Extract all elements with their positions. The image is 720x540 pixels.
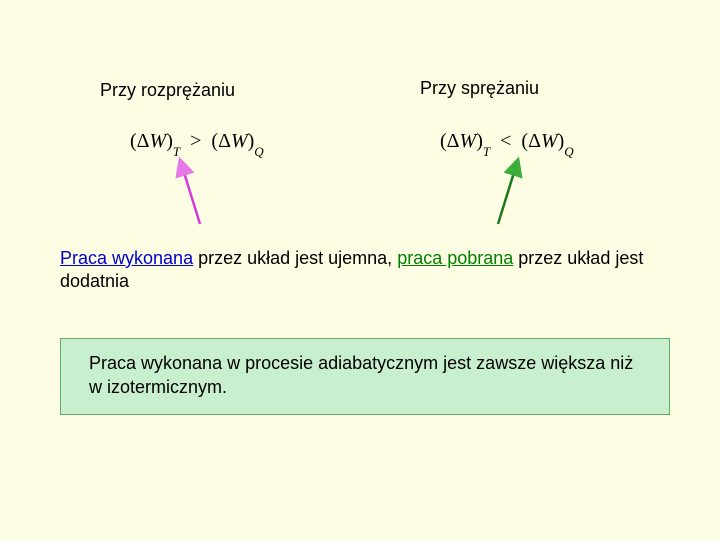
text-seg2: przez układ jest ujemna, [193,248,397,268]
arrow-left-line [182,166,200,224]
arrow-left [170,160,210,230]
heading-expansion: Przy rozprężaniu [100,80,235,101]
arrow-right-line [498,166,516,224]
paragraph-explanation: Praca wykonana przez układ jest ujemna, … [60,247,660,294]
box-text: Praca wykonana w procesie adiabatycznym … [89,353,633,397]
heading-compression: Przy sprężaniu [420,78,539,99]
arrow-right [490,160,530,230]
formula-expansion: (ΔW)T > (ΔW)Q [130,130,264,156]
formula-compression: (ΔW)T < (ΔW)Q [440,130,574,156]
highlight-box: Praca wykonana w procesie adiabatycznym … [60,338,670,415]
text-work-done: Praca wykonana [60,248,193,268]
text-work-absorbed: praca pobrana [397,248,513,268]
